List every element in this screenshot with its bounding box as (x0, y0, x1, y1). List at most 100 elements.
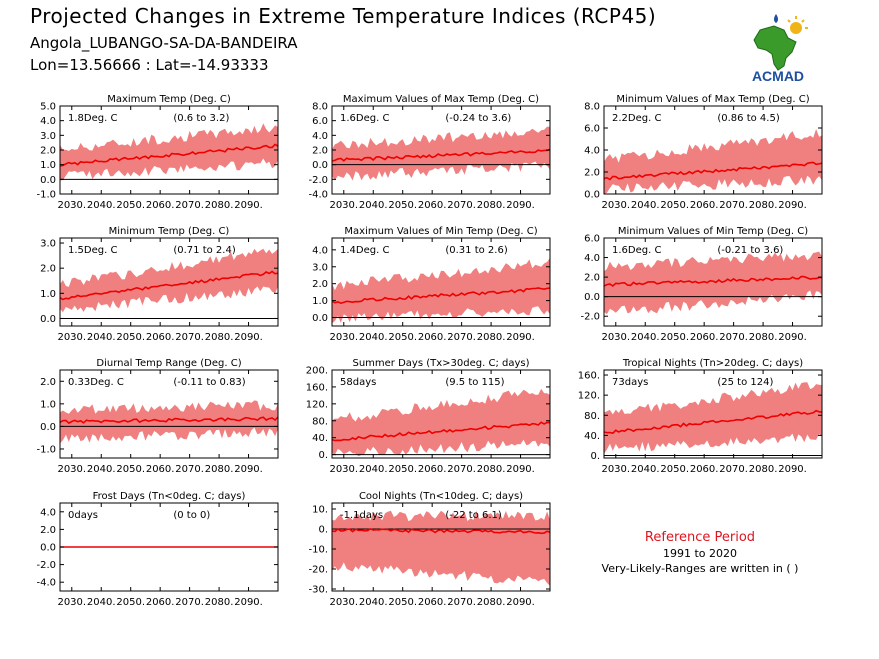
x-tick-label: 2080. (477, 597, 506, 608)
x-tick-label: 2090. (234, 464, 263, 475)
x-tick-label: 2070. (447, 332, 476, 343)
y-tick-label: 6.0 (584, 124, 600, 135)
likely-range-text: (0.86 to 4.5) (717, 113, 779, 124)
likely-range-text: (0.31 to 2.6) (445, 245, 507, 256)
x-tick-label: 2090. (778, 464, 807, 475)
y-tick-label: -1.0 (36, 190, 56, 201)
y-tick-label: 6.0 (584, 234, 600, 245)
y-tick-label: 4.0 (40, 507, 56, 518)
x-tick-label: 2090. (234, 200, 263, 211)
x-tick-label: 2030. (57, 332, 86, 343)
chart-title: Diurnal Temp Range (Deg. C) (96, 358, 241, 369)
change-value: -1.1days (340, 510, 383, 521)
x-tick-label: 2050. (660, 200, 689, 211)
mean-line (331, 527, 551, 535)
mean-line (59, 143, 279, 167)
change-value: 0days (68, 510, 98, 521)
likely-range-text: (0.6 to 3.2) (173, 113, 229, 124)
x-tick-label: 2040. (359, 200, 388, 211)
x-tick-label: 2050. (116, 464, 145, 475)
likely-range-text: (-0.24 to 3.6) (445, 113, 511, 124)
x-tick-label: 2060. (690, 464, 719, 475)
chart-title: Minimum Values of Min Temp (Deg. C) (618, 226, 808, 237)
likely-range-text: (0 to 0) (173, 510, 210, 521)
y-tick-label: 80. (312, 416, 328, 427)
y-tick-label: 0.0 (584, 190, 600, 201)
x-tick-label: 2030. (329, 332, 358, 343)
y-tick-label: 120. (578, 391, 600, 402)
x-tick-label: 2060. (690, 200, 719, 211)
x-tick-label: 2070. (719, 332, 748, 343)
change-value: 0.33Deg. C (68, 377, 124, 388)
likely-range-band (60, 123, 278, 181)
x-tick-label: 2050. (116, 332, 145, 343)
chart-panel-8: 200. 160. 120. 80. 40. 0.2030. 2040. 2050. 2060.… (306, 358, 551, 475)
x-tick-label: 2070. (175, 597, 204, 608)
sun-icon (787, 16, 808, 34)
y-tick-label: 0.0 (40, 543, 56, 554)
x-tick-label: 2060. (418, 597, 447, 608)
likely-range-band (604, 251, 822, 315)
logo-text: ACMAD (752, 68, 804, 84)
x-tick-label: 2040. (87, 332, 116, 343)
likely-range-band (604, 129, 822, 194)
y-tick-label: 0.0 (40, 314, 56, 325)
change-value: 1.8Deg. C (68, 113, 117, 124)
likely-range-band (332, 126, 550, 181)
x-tick-label: 2060. (418, 332, 447, 343)
y-tick-label: 3.0 (40, 131, 56, 142)
plot-frame (331, 369, 551, 459)
x-tick-label: 2040. (631, 332, 660, 343)
x-tick-label: 2090. (234, 597, 263, 608)
x-tick-label: 2060. (418, 200, 447, 211)
x-tick-label: 2080. (205, 200, 234, 211)
x-tick-label: 2050. (660, 464, 689, 475)
y-tick-label: -4.0 (36, 578, 56, 589)
x-tick-label: 2060. (146, 200, 175, 211)
y-tick-label: 0.0 (584, 292, 600, 303)
y-tick-label: 4.0 (312, 131, 328, 142)
x-tick-label: 2080. (749, 200, 778, 211)
y-tick-label: 0. (318, 525, 328, 536)
x-tick-label: 2040. (631, 200, 660, 211)
change-value: 1.5Deg. C (68, 245, 117, 256)
mean-line (331, 148, 551, 162)
change-value: 1.6Deg. C (612, 245, 661, 256)
chart-panel-9: 160. 120. 80. 40. 0.2030. 2040. 2050. 2060. 2070… (578, 358, 823, 475)
x-tick-label: 2090. (234, 332, 263, 343)
mean-line (603, 409, 823, 435)
x-tick-label: 2030. (601, 332, 630, 343)
y-tick-label: 4.0 (312, 245, 328, 256)
x-tick-label: 2080. (749, 464, 778, 475)
chart-title: Maximum Values of Min Temp (Deg. C) (344, 226, 537, 237)
y-tick-label: 0.0 (312, 160, 328, 171)
x-tick-label: 2030. (601, 200, 630, 211)
y-tick-label: 4.0 (584, 146, 600, 157)
likely-range-text: (-0.11 to 0.83) (173, 377, 245, 388)
mean-line (331, 421, 551, 442)
x-tick-label: 2030. (57, 597, 86, 608)
reference-period-title: Reference Period (644, 530, 756, 545)
y-tick-label: 2.0 (40, 377, 56, 388)
likely-range-text: (-22 to 6.1) (445, 510, 502, 521)
x-tick-label: 2060. (146, 464, 175, 475)
y-tick-label: 8.0 (312, 102, 328, 113)
africa-map-icon (753, 25, 797, 71)
y-tick-label: 0.0 (40, 422, 56, 433)
chart-panel-11: 10. 0. -10. -20. -30.2030. 2040. 2050. 2060. 207… (308, 491, 551, 608)
station-name: Angola_LUBANGO-SA-DA-BANDEIRA (30, 34, 298, 52)
x-tick-label: 2050. (116, 597, 145, 608)
x-tick-label: 2050. (388, 597, 417, 608)
acmad-logo: ACMAD (752, 14, 808, 84)
change-value: 58days (340, 377, 376, 388)
x-tick-label: 2050. (388, 464, 417, 475)
chart-title: Minimum Values of Max Temp (Deg. C) (616, 94, 809, 105)
chart-title: Tropical Nights (Tn>20deg. C; days) (622, 358, 803, 369)
likely-range-band (604, 382, 822, 454)
